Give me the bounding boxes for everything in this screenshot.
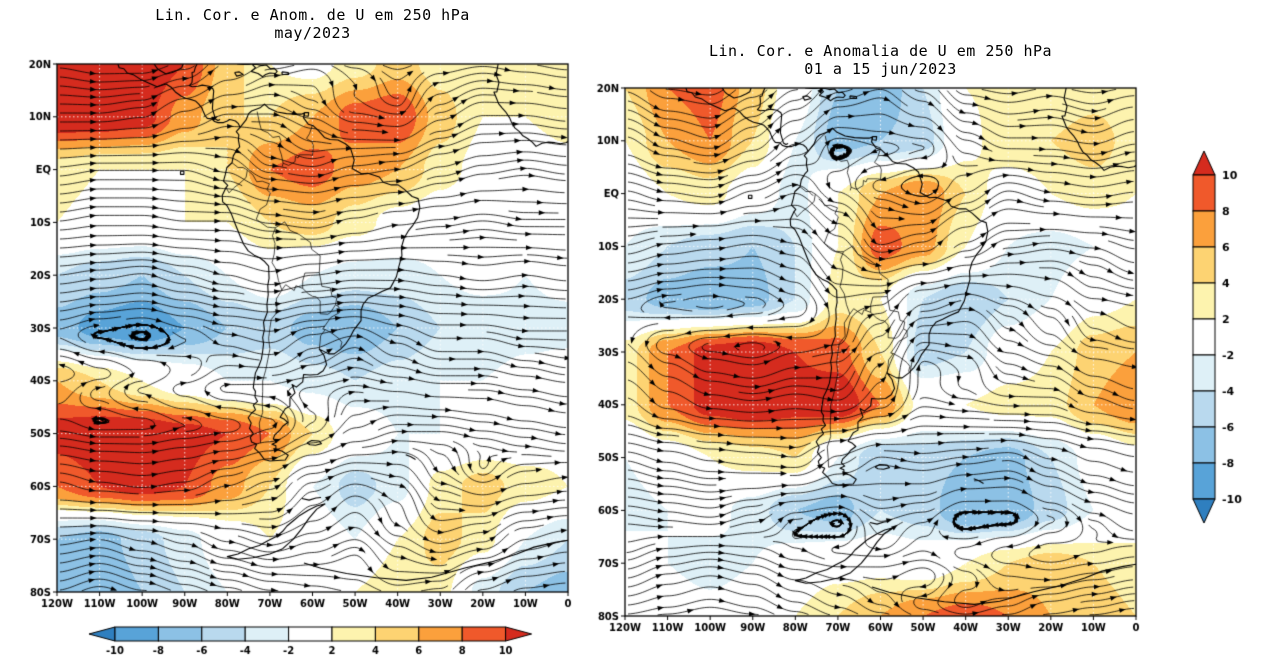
right-panel-title: Lin. Cor. e Anomalia de U em 250 hPa 01 …	[625, 42, 1136, 78]
left-panel-title-line2: may/2023	[274, 24, 351, 42]
left-panel-title: Lin. Cor. e Anom. de U em 250 hPa may/20…	[57, 6, 568, 42]
right-panel-title-line1: Lin. Cor. e Anomalia de U em 250 hPa	[708, 42, 1053, 60]
left-map-canvas	[15, 56, 590, 622]
left-panel-title-line1: Lin. Cor. e Anom. de U em 250 hPa	[155, 6, 470, 24]
right-panel-title-line2: 01 a 15 jun/2023	[804, 60, 957, 78]
horizontal-colorbar	[15, 622, 590, 668]
right-map-canvas	[583, 80, 1158, 646]
vertical-colorbar	[1185, 148, 1260, 568]
